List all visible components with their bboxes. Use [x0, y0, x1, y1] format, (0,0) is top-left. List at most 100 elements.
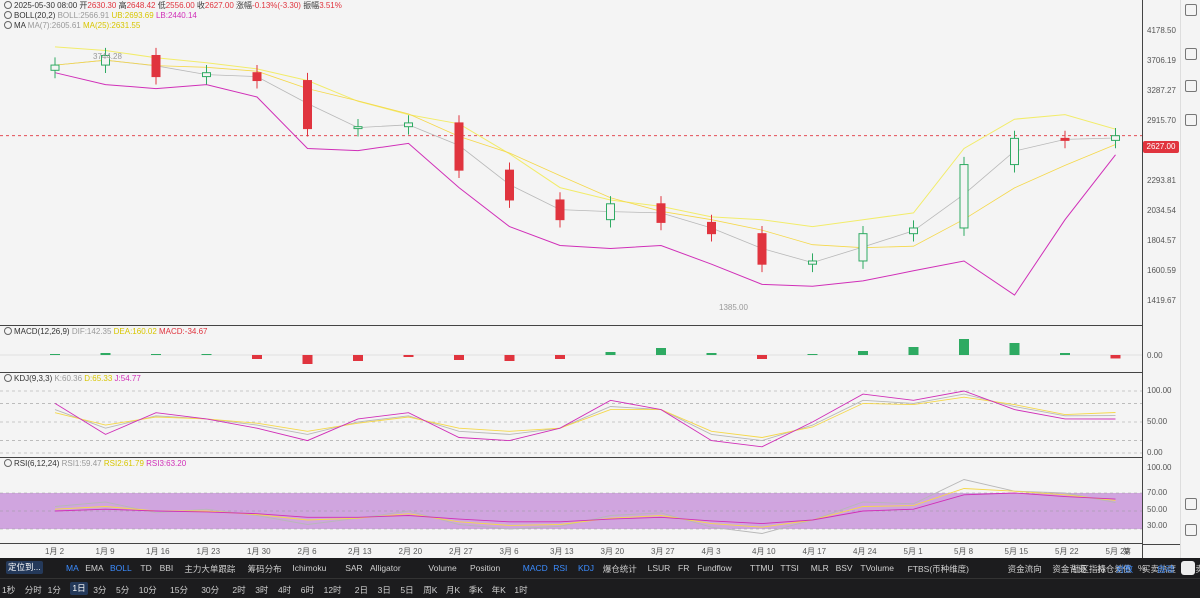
timeframe-item[interactable]: 1秒	[2, 585, 16, 595]
indicator-item[interactable]: BBI	[159, 563, 174, 573]
boll-ub-value: UB:2693.69	[111, 11, 154, 20]
indicator-item[interactable]: BSV	[835, 563, 853, 573]
timeframe-item[interactable]: 6时	[300, 585, 315, 595]
kdj-tick: 50.00	[1147, 417, 1168, 426]
indicator-settings-icon[interactable]	[4, 374, 12, 382]
indicator-settings-icon[interactable]	[4, 327, 12, 335]
kdj-axis[interactable]	[1142, 373, 1180, 458]
settings-icon[interactable]	[1185, 80, 1197, 92]
draw-icon[interactable]	[1185, 114, 1197, 126]
kdj-pane[interactable]: KDJ(9,3,3) K:60.36 D:65.33 J:54.77	[0, 373, 1142, 458]
macd-axis[interactable]	[1142, 326, 1180, 373]
indicator-item[interactable]: 资金背离	[1052, 564, 1087, 574]
rsi-axis[interactable]	[1142, 458, 1180, 544]
indicator-item[interactable]: 资金流向	[1007, 564, 1042, 574]
macd-legend[interactable]: MACD(12,26,9) DIF:142.35 DEA:160.02 MACD…	[4, 327, 207, 337]
search-icon[interactable]	[1185, 4, 1197, 16]
rsi-pane[interactable]: RSI(6,12,24) RSI1:59.47 RSI2:61.79 RSI3:…	[0, 458, 1142, 544]
screenshot-icon[interactable]	[1185, 524, 1197, 536]
macd-name: MACD(12,26,9)	[14, 327, 70, 336]
timeframe-item[interactable]: 1分	[47, 585, 61, 595]
ma-legend[interactable]: MA MA(7):2605.61 MA(25):2631.55	[4, 21, 140, 31]
indicator-item[interactable]: Alligator	[370, 563, 401, 573]
timeframe-item[interactable]: 3分	[93, 585, 107, 595]
kdj-j-value: J:54.77	[114, 374, 141, 383]
timeframe-item[interactable]: 周K	[423, 585, 438, 595]
macd-bar	[353, 355, 363, 361]
indicator-item[interactable]: TTMU	[750, 563, 774, 573]
indicator-item[interactable]: Position	[470, 563, 501, 573]
kdj-legend[interactable]: KDJ(9,3,3) K:60.36 D:65.33 J:54.77	[4, 374, 141, 384]
indicator-item[interactable]: Volume	[428, 563, 457, 573]
ma25-value: MA(25):2631.55	[82, 21, 141, 30]
macd-bar	[302, 355, 313, 364]
price-tick: 4178.50	[1147, 26, 1176, 35]
timeframe-item[interactable]: 2日	[354, 585, 369, 595]
timeframe-item[interactable]: 2时	[232, 585, 246, 595]
indicator-settings-icon[interactable]	[4, 21, 12, 29]
timeframe-item[interactable]: 10分	[138, 585, 157, 595]
timeframe-item[interactable]: 12时	[323, 585, 342, 595]
indicator-item[interactable]: BOLL	[110, 563, 132, 573]
kdj-tick: 0.00	[1147, 448, 1163, 457]
locate-button[interactable]: 定位到...	[6, 561, 43, 574]
timeframe-item[interactable]: 分时	[24, 585, 42, 595]
layout-icon[interactable]	[1185, 48, 1197, 60]
timeframe-item[interactable]: 季K	[468, 585, 483, 595]
indicator-item[interactable]: MACD	[522, 563, 548, 573]
toolbar-right-item[interactable]: %	[1138, 563, 1146, 573]
collapse-icon[interactable]	[4, 1, 12, 9]
indicator-item[interactable]: MLR	[810, 563, 829, 573]
app-logo-icon[interactable]	[1181, 561, 1195, 575]
indicator-item[interactable]: 爆仓统计	[602, 564, 637, 574]
timeframe-item[interactable]: 3时	[255, 585, 269, 595]
timeframe-item[interactable]: 5分	[116, 585, 130, 595]
indicator-item[interactable]: RSI	[553, 563, 568, 573]
indicator-item[interactable]: TD	[140, 563, 152, 573]
time-axis-label: 1月 2	[45, 547, 65, 556]
kdj-k-line	[54, 393, 1116, 442]
toolbar-right-item[interactable]: 自动	[1157, 564, 1175, 574]
timeframe-item[interactable]: 月K	[446, 585, 461, 595]
indicator-item[interactable]: MA	[66, 563, 79, 573]
price-chart-pane[interactable]: 2025-05-30 08:00 开2630.30 高2648.42 低2556…	[0, 0, 1142, 326]
timeframe-item[interactable]: 5日	[400, 585, 414, 595]
time-axis[interactable]: 第 1月 2 1月 9 1月 16 1月 23 1月 30 2月 6 2月 13 2月 20 2…	[0, 544, 1142, 558]
timeframe-item[interactable]: 15分	[170, 585, 188, 595]
timeframe-item[interactable]: 4时	[278, 585, 292, 595]
time-axis-label: 3月 20	[600, 547, 625, 556]
indicator-item[interactable]: TVolume	[860, 563, 894, 573]
rsi-legend[interactable]: RSI(6,12,24) RSI1:59.47 RSI2:61.79 RSI3:…	[4, 459, 186, 469]
panel-icon[interactable]	[1185, 498, 1197, 510]
indicator-settings-icon[interactable]	[4, 459, 12, 467]
candle	[959, 164, 969, 229]
macd-pane[interactable]: MACD(12,26,9) DIF:142.35 DEA:160.02 MACD…	[0, 326, 1142, 373]
candlestick-chart[interactable]	[0, 0, 1142, 326]
candle	[454, 122, 464, 171]
indicator-item[interactable]: EMA	[85, 563, 104, 573]
indicator-item[interactable]: 主力大单跟踪	[184, 564, 236, 574]
timeframe-item[interactable]: 30分	[201, 585, 220, 595]
indicator-item[interactable]: FR	[678, 563, 690, 573]
price-axis[interactable]	[1142, 0, 1180, 326]
indicator-item[interactable]: Ichimoku	[292, 563, 327, 573]
indicator-item[interactable]: TTSI	[780, 563, 799, 573]
indicator-item[interactable]: 持仓差值	[1097, 564, 1132, 574]
indicator-item[interactable]: FTBS(币种维度)	[907, 564, 969, 574]
indicator-item[interactable]: KDJ	[578, 563, 595, 573]
timeframe-item[interactable]: 3日	[377, 585, 391, 595]
indicator-item[interactable]: SAR	[345, 563, 363, 573]
timeframe-item[interactable]: 年K	[491, 585, 506, 595]
indicator-item[interactable]: 买卖热度	[1142, 564, 1177, 574]
timeframe-item[interactable]: 1时	[514, 585, 528, 595]
time-axis-label: 1月 16	[146, 547, 170, 556]
indicator-item[interactable]: 筹码分布	[247, 564, 282, 574]
toolbar-right-item[interactable]: 社区指标	[1072, 564, 1107, 574]
indicator-item[interactable]: LSUR	[647, 563, 671, 573]
boll-legend[interactable]: BOLL(20,2) BOLL:2566.91 UB:2693.69 LB:24…	[4, 11, 197, 21]
indicator-item[interactable]: Fundflow	[697, 563, 732, 573]
timeframe-item[interactable]: 1日	[70, 582, 88, 595]
toolbar-right-item[interactable]: 对数	[1116, 564, 1134, 574]
rsi-tick: 30.00	[1147, 521, 1168, 530]
indicator-settings-icon[interactable]	[4, 11, 12, 19]
